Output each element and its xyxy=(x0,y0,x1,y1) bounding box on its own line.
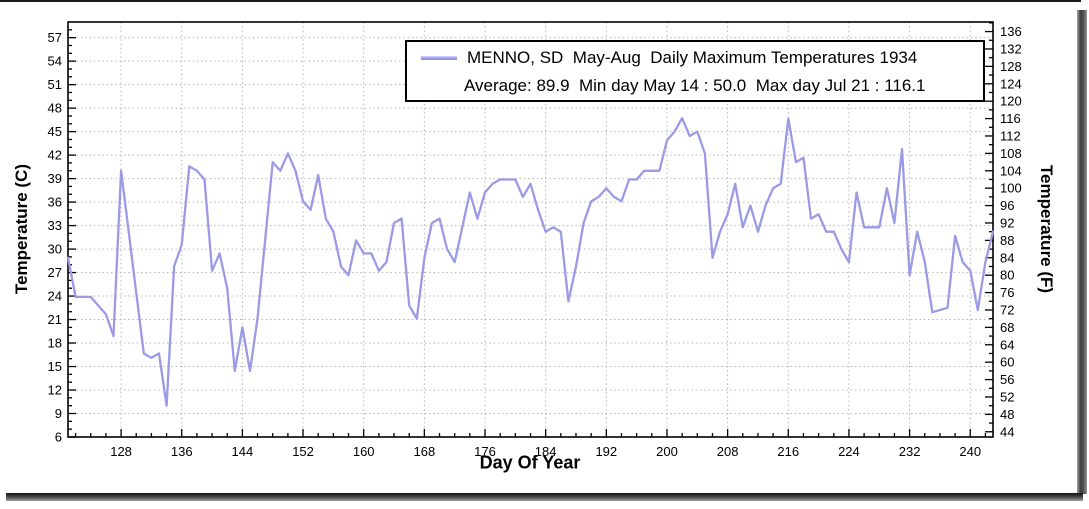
y-right-tick-label: 124 xyxy=(1000,76,1022,91)
y-left-tick-label: 9 xyxy=(55,406,62,421)
temperature-line xyxy=(66,116,995,407)
y-right-tick-label: 116 xyxy=(1000,111,1021,126)
tick-labels: 128 136 144 152 160 168 176 184 192 200 208 216 224 2… xyxy=(48,24,1022,459)
y-left-tick-label: 15 xyxy=(48,359,62,374)
window-right-shadow xyxy=(1077,10,1087,494)
y-right-tick-label: 68 xyxy=(1000,320,1014,335)
y-left-tick-label: 45 xyxy=(48,124,62,139)
y-right-tick-label: 80 xyxy=(1000,268,1014,283)
window-top-edge xyxy=(0,0,1081,2)
y-right-tick-label: 76 xyxy=(1000,285,1014,300)
x-tick-label: 208 xyxy=(717,444,739,459)
x-tick-label: 152 xyxy=(292,444,314,459)
y-right-tick-label: 132 xyxy=(1000,41,1022,56)
x-tick-label: 232 xyxy=(899,444,921,459)
y-left-tick-label: 39 xyxy=(48,171,62,186)
x-tick-label: 168 xyxy=(414,444,436,459)
y-right-tick-label: 44 xyxy=(1000,424,1014,439)
y-right-tick-label: 84 xyxy=(1000,250,1014,265)
y-right-tick-label: 108 xyxy=(1000,146,1022,161)
x-tick-label: 192 xyxy=(595,444,617,459)
x-tick-label: 176 xyxy=(474,444,496,459)
y-right-tick-label: 88 xyxy=(1000,233,1014,248)
x-tick-label: 160 xyxy=(353,444,375,459)
y-right-tick-label: 56 xyxy=(1000,372,1014,387)
y-left-tick-label: 18 xyxy=(48,336,62,351)
x-tick-label: 136 xyxy=(171,444,193,459)
x-tick-label: 224 xyxy=(838,444,860,459)
y-left-tick-label: 57 xyxy=(48,30,62,45)
y-right-tick-label: 52 xyxy=(1000,389,1014,404)
x-axis-title: Day Of Year xyxy=(479,452,581,473)
legend-line-swatch xyxy=(421,56,457,60)
y-right-tick-label: 128 xyxy=(1000,59,1022,74)
y-left-tick-label: 42 xyxy=(48,148,62,163)
y-right-tick-label: 60 xyxy=(1000,355,1014,370)
y-axis-title-left: Temperature (C) xyxy=(12,163,31,295)
series-group xyxy=(66,116,995,407)
legend-stats: Average: 89.9 Min day May 14 : 50.0 Max … xyxy=(464,76,926,95)
y-left-tick-label: 6 xyxy=(55,430,62,445)
axis-ticks xyxy=(68,22,993,438)
legend-title: MENNO, SD May-Aug Daily Maximum Temperat… xyxy=(467,48,918,67)
y-right-tick-label: 100 xyxy=(1000,181,1022,196)
y-left-tick-label: 24 xyxy=(48,289,62,304)
y-right-tick-label: 136 xyxy=(1000,24,1022,39)
y-left-tick-label: 36 xyxy=(48,195,62,210)
y-right-tick-label: 120 xyxy=(1000,94,1022,109)
y-left-tick-label: 48 xyxy=(48,101,62,116)
chart-legend: MENNO, SD May-Aug Daily Maximum Temperat… xyxy=(405,40,985,102)
x-tick-label: 144 xyxy=(232,444,254,459)
y-right-tick-label: 64 xyxy=(1000,337,1014,352)
x-tick-label: 128 xyxy=(110,444,132,459)
y-right-tick-label: 96 xyxy=(1000,198,1014,213)
y-right-tick-label: 72 xyxy=(1000,302,1014,317)
legend-row-title: MENNO, SD May-Aug Daily Maximum Temperat… xyxy=(407,44,983,72)
y-right-tick-label: 104 xyxy=(1000,163,1022,178)
y-left-tick-label: 33 xyxy=(48,218,62,233)
y-left-tick-label: 51 xyxy=(48,77,62,92)
x-tick-label: 240 xyxy=(959,444,981,459)
y-left-tick-label: 12 xyxy=(48,383,62,398)
y-axis-title-right: Temperature (F) xyxy=(1037,164,1056,294)
x-tick-label: 216 xyxy=(777,444,799,459)
x-tick-label: 200 xyxy=(656,444,678,459)
y-right-tick-label: 92 xyxy=(1000,215,1014,230)
window-bottom-shadow xyxy=(6,493,1083,501)
y-right-tick-label: 112 xyxy=(1000,128,1021,143)
y-left-tick-label: 30 xyxy=(48,242,62,257)
y-left-tick-label: 54 xyxy=(48,54,62,69)
y-right-tick-label: 48 xyxy=(1000,407,1014,422)
y-left-tick-label: 27 xyxy=(48,265,62,280)
y-left-tick-label: 21 xyxy=(48,312,62,327)
x-tick-label: 184 xyxy=(535,444,557,459)
